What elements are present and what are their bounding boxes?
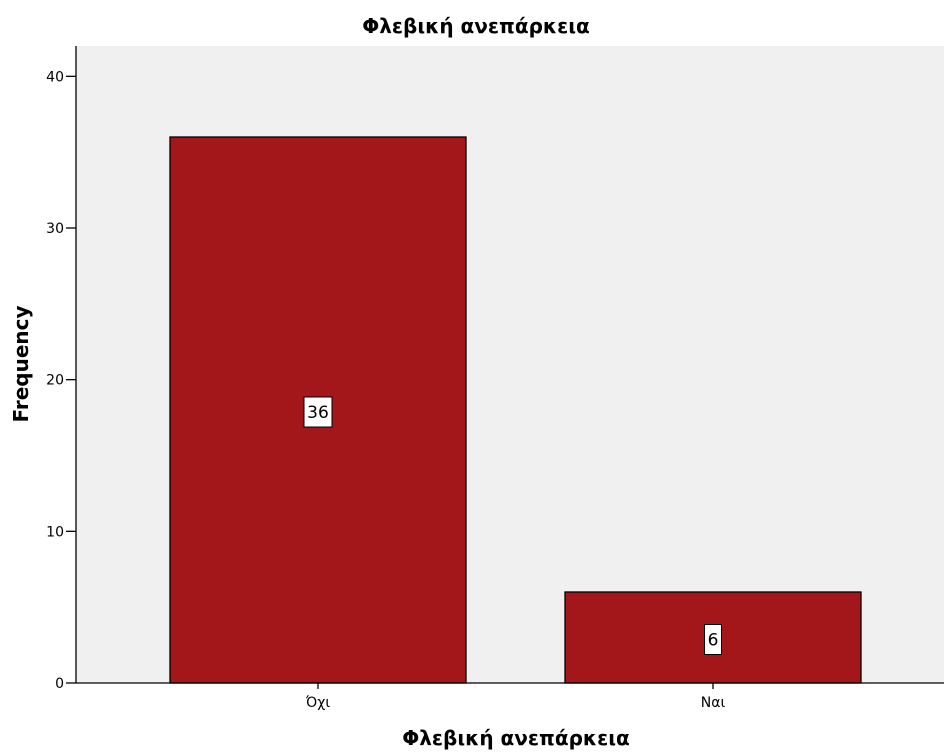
x-axis-title: Φλεβική ανεπάρκεια [402, 726, 630, 750]
y-tick-label-3: 20 [46, 373, 64, 389]
data-label-2: 6 [708, 631, 719, 651]
data-label-box-1 [303, 396, 333, 428]
x-tick-label-2: Ναι [701, 695, 726, 711]
chart-title: Φλεβική ανεπάρκεια [362, 14, 590, 38]
y-tick-label-4: 30 [46, 221, 64, 237]
x-ticks-layer: Όχι Ναι [305, 683, 726, 711]
data-label-box-2 [704, 624, 722, 655]
y-tick-label-1: 0 [55, 676, 64, 692]
x-tick-label-1: Όχι [305, 695, 330, 711]
y-axis-title: Frequency [9, 305, 33, 422]
y-ticks-layer: 0 10 20 30 40 [46, 69, 76, 692]
data-labels-layer: 36 6 [303, 396, 722, 655]
y-tick-label-2: 10 [46, 524, 64, 540]
y-tick-label-5: 40 [46, 69, 64, 85]
data-label-1: 36 [307, 403, 329, 423]
